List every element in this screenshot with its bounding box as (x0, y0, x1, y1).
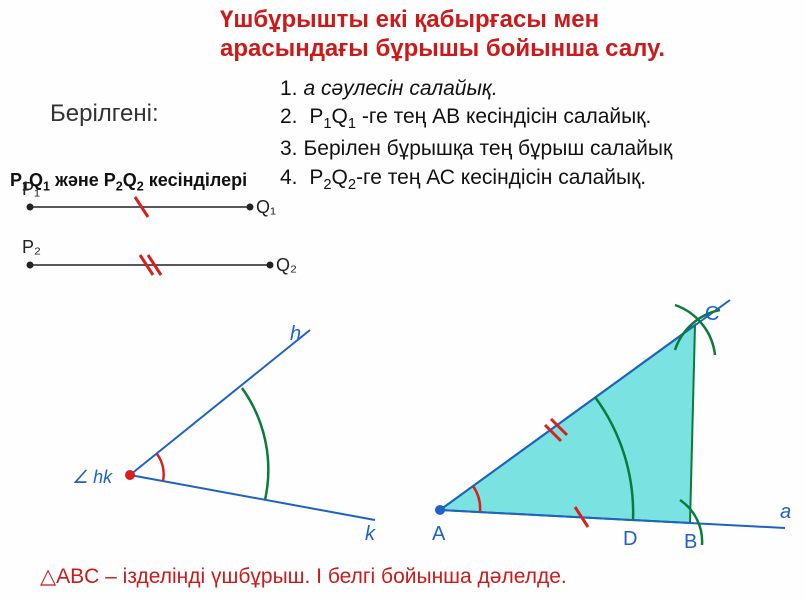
step-2: 2. P1Q1 -ге тең АВ кесіндісін салайық. (280, 103, 672, 135)
label-A: A (432, 523, 446, 545)
step-1: 1.а сәулесін салайық. (280, 75, 672, 103)
slide-title: Үшбұрышты екі қабырғасы мен арасындағы б… (220, 6, 800, 64)
label-C: C (705, 303, 719, 325)
label-h: h (290, 323, 301, 345)
angle-hk-diagram: ∠ hk h k (20, 290, 395, 555)
step-4: 4. P2Q2-ге тең АС кесіндісін салайық. (280, 164, 672, 196)
label-a: a (780, 501, 791, 523)
given-label: Берілгені: (50, 100, 159, 128)
label-P1: P₁ (22, 179, 40, 199)
segments-diagram: P₁ Q₁ P₂ Q₂ (20, 195, 300, 295)
segments-title: P1Q1 және P2Q2 кесінділері (10, 170, 247, 194)
label-P2: P₂ (22, 237, 41, 257)
bottom-conclusion: △ABC – ізделінді үшбұрыш. I белгі бойынш… (40, 564, 567, 589)
label-k: k (365, 523, 376, 545)
triangle-diagram: A D B C a (420, 300, 805, 560)
title-line2: арасындағы бұрышы бойынша салу. (220, 35, 665, 62)
slide: { "title_line1": "Үшбұрышты екі қабырғас… (0, 0, 805, 602)
step-3: 3.Берілен бұрышқа тең бұрыш салайық (280, 135, 672, 163)
label-B: B (684, 531, 697, 553)
steps-list: 1.а сәулесін салайық. 2. P1Q1 -ге тең АВ… (280, 75, 672, 196)
label-Q1: Q₁ (256, 197, 276, 217)
title-line1: Үшбұрышты екі қабырғасы мен (220, 6, 599, 33)
label-angle-hk: ∠ hk (72, 467, 113, 487)
label-Q2: Q₂ (276, 255, 297, 275)
label-D: D (623, 528, 637, 550)
